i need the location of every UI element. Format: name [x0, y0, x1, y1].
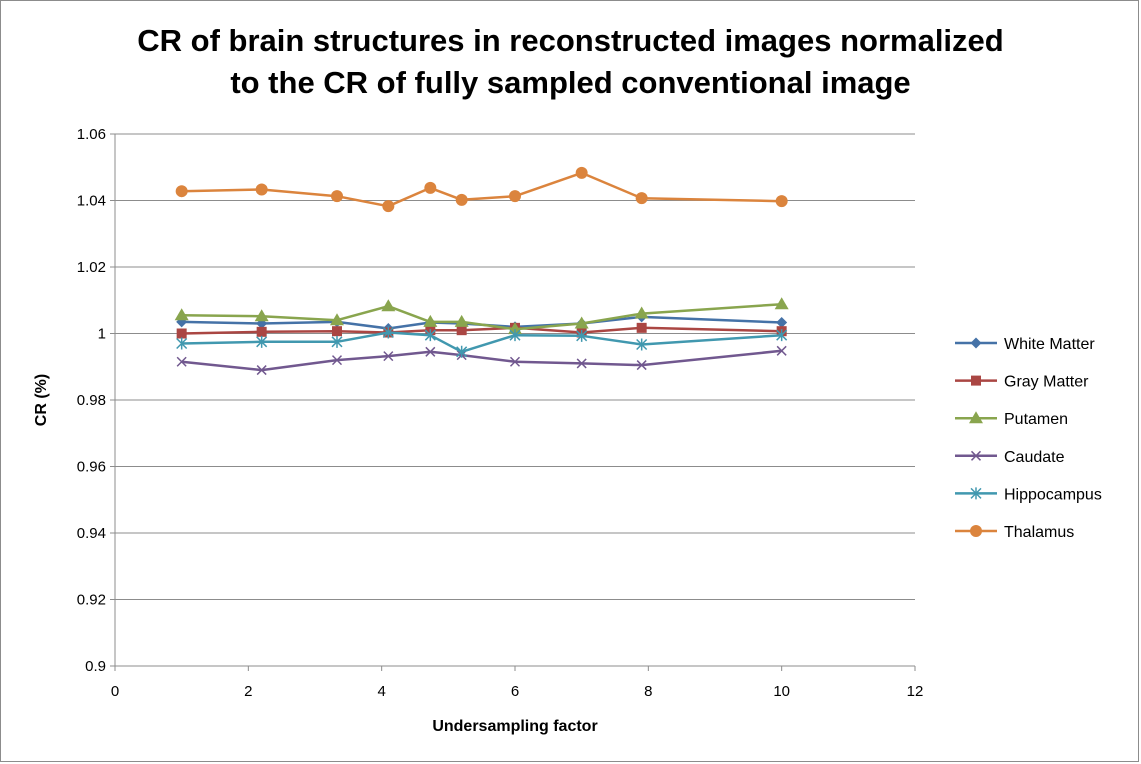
series-line-putamen	[181, 302, 782, 331]
legend-label: Thalamus	[1004, 524, 1074, 541]
data-point	[176, 337, 188, 350]
y-tick-label: 0.92	[77, 592, 106, 609]
data-point	[509, 329, 521, 342]
x-tick-label: 12	[907, 683, 924, 700]
legend-item: Hippocampus	[955, 486, 1102, 503]
series-line-hippocampus	[181, 331, 782, 354]
data-point	[969, 411, 983, 424]
legend-item: Caudate	[955, 449, 1065, 466]
x-tick-label: 0	[111, 683, 119, 700]
data-point	[332, 326, 342, 337]
y-tick-label: 1.06	[77, 126, 106, 143]
data-point	[776, 329, 788, 342]
y-tick-label: 0.9	[85, 658, 106, 675]
data-point	[331, 190, 343, 203]
series-line-thalamus	[181, 171, 782, 208]
data-point	[424, 329, 436, 342]
data-point	[331, 335, 343, 348]
data-point	[254, 309, 269, 322]
series-hippocampus	[176, 326, 788, 358]
data-point	[636, 360, 647, 371]
data-point	[424, 181, 437, 194]
data-point	[776, 317, 788, 329]
series-thalamus	[175, 166, 788, 213]
x-tick-label: 6	[511, 683, 519, 700]
data-point	[635, 192, 648, 205]
data-point	[574, 316, 589, 329]
x-tick-label: 10	[773, 683, 790, 700]
x-tick-label: 4	[377, 683, 385, 700]
y-tick-label: 1	[98, 326, 106, 343]
data-point	[425, 346, 436, 357]
series-line-white-matter	[181, 315, 782, 330]
data-point	[456, 325, 467, 336]
data-point	[383, 351, 394, 362]
data-point	[634, 306, 649, 319]
y-tick-label: 1.04	[77, 193, 106, 210]
data-point	[971, 375, 981, 386]
series-line-gray-matter	[181, 326, 782, 335]
data-point	[636, 322, 647, 333]
data-point	[174, 308, 189, 321]
legend-label: Putamen	[1004, 411, 1068, 428]
data-point	[176, 328, 187, 339]
data-point	[382, 326, 394, 339]
legend-item: Gray Matter	[955, 374, 1089, 391]
data-point	[775, 195, 788, 208]
data-point	[454, 314, 469, 327]
chart-title-line-2: to the CR of fully sampled conventional …	[230, 65, 911, 100]
x-tick-label: 2	[244, 683, 252, 700]
legend-item: Thalamus	[955, 524, 1074, 541]
data-point	[456, 345, 468, 358]
legend-label: Hippocampus	[1004, 486, 1102, 503]
data-point	[776, 345, 787, 356]
data-point	[175, 185, 188, 198]
data-point	[455, 193, 468, 206]
data-point	[575, 166, 588, 179]
legend-item: Putamen	[955, 411, 1068, 428]
axes: 0.9 0.92 0.94 0.96 0.98 1 1.02 1.04 1.06 0 2 4 6 8 10 1…	[77, 126, 924, 700]
data-point	[509, 356, 521, 367]
data-point	[576, 329, 588, 342]
data-point	[423, 314, 438, 327]
data-point	[382, 200, 395, 213]
data-point	[576, 358, 587, 369]
data-point	[381, 299, 396, 312]
data-point	[331, 355, 343, 366]
legend-label: White Matter	[1004, 336, 1095, 353]
data-point	[330, 313, 344, 326]
data-point	[970, 525, 982, 537]
chart-title: CR of brain structures in reconstructed …	[0, 20, 1141, 104]
x-axis-label: Undersampling factor	[432, 718, 597, 735]
data-point	[970, 450, 982, 461]
series-line-caudate	[181, 349, 782, 372]
data-point	[970, 337, 982, 349]
legend-label: Gray Matter	[1004, 374, 1089, 391]
y-tick-label: 0.98	[77, 392, 106, 409]
chart-title-line-1: CR of brain structures in reconstructed …	[137, 23, 1004, 58]
series-group	[174, 166, 789, 376]
data-point	[774, 297, 789, 310]
data-point	[176, 356, 187, 367]
data-point	[256, 335, 268, 348]
data-point	[509, 190, 521, 203]
data-point	[256, 365, 267, 376]
series-putamen	[174, 297, 789, 335]
legend-item: White Matter	[955, 336, 1095, 353]
y-tick-label: 0.96	[77, 459, 106, 476]
grid-lines	[115, 133, 915, 600]
data-point	[255, 183, 268, 196]
x-tick-label: 8	[644, 683, 652, 700]
y-tick-label: 0.94	[77, 525, 106, 542]
data-point	[636, 338, 648, 351]
legend-label: Caudate	[1004, 449, 1065, 466]
data-point	[970, 487, 982, 500]
y-axis-label: CR (%)	[33, 374, 50, 426]
data-point	[256, 326, 267, 337]
series-caudate	[176, 345, 787, 376]
y-tick-label: 1.02	[77, 259, 106, 276]
legend: White Matter Gray Matter Putamen Caudate Hip…	[955, 336, 1102, 541]
